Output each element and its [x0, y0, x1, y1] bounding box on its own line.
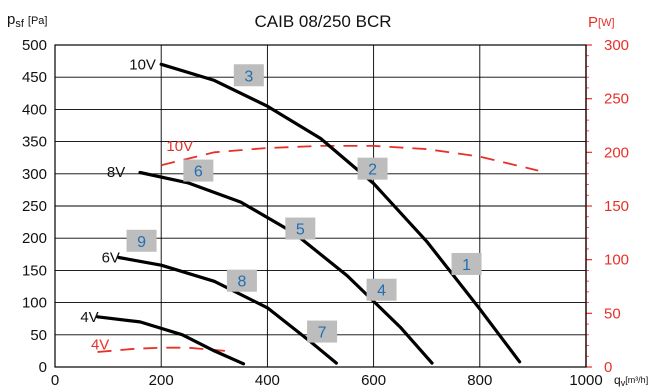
y-tick-label: 500: [22, 37, 47, 54]
marker-box: [307, 320, 338, 343]
marker-box: [233, 64, 264, 87]
power-curve-label: 10V: [166, 138, 193, 155]
marker-label: 1: [462, 257, 471, 274]
marker-label: 2: [368, 162, 377, 179]
y2-tick-label: 250: [604, 91, 629, 108]
power-curve-10V: [160, 145, 539, 172]
marker-box: [285, 217, 316, 240]
power-curves: 10V 4V: [91, 138, 539, 353]
y-tick-label: 300: [22, 166, 47, 183]
marker-box: [226, 269, 257, 292]
marker-label: 6: [194, 164, 203, 181]
pressure-curve-label: 4V: [80, 309, 98, 326]
operating-point-markers: 1 2 3 4 5 6 7 8 9: [126, 64, 482, 343]
x-tick-label: 0: [51, 372, 59, 389]
y-tick-label: 200: [22, 230, 47, 247]
marker-box: [183, 159, 214, 182]
y2-tick-label: 50: [604, 305, 621, 322]
x-tick-label: 200: [149, 372, 174, 389]
y-tick-label: 0: [39, 359, 47, 376]
x-axis-label: qv[m³/h]: [614, 373, 648, 388]
y-tick-label: 450: [22, 69, 47, 86]
pressure-curve-label: 10V: [129, 56, 156, 73]
x-tick-label: 800: [467, 372, 492, 389]
operating-point-marker: 7: [307, 320, 338, 343]
plot-frame: [54, 44, 587, 368]
y2-tick-label: 300: [604, 37, 629, 54]
marker-label: 9: [137, 234, 146, 251]
y-tick-label: 400: [22, 101, 47, 118]
x-tick-label: 1000: [569, 372, 602, 389]
operating-point-marker: 4: [366, 278, 397, 301]
pressure-curve-4V: [95, 315, 246, 366]
y2-tick-label: 150: [604, 198, 629, 215]
y2-tick-label: 100: [604, 252, 629, 269]
pressure-curve-label: 8V: [107, 164, 125, 181]
y-tick-label: 250: [22, 198, 47, 215]
y-axis-label: psf [Pa]: [7, 11, 47, 30]
marker-label: 8: [237, 274, 246, 291]
operating-point-marker: 3: [233, 64, 264, 87]
x-tick-label: 400: [255, 372, 280, 389]
y2-tick-label: 0: [604, 359, 612, 376]
y-tick-label: 50: [30, 327, 47, 344]
y2-axis-label: P[W]: [588, 14, 615, 31]
marker-label: 4: [377, 283, 386, 300]
y-tick-label: 100: [22, 295, 47, 312]
operating-point-marker: 8: [226, 269, 257, 292]
y2-tick-label: 200: [604, 144, 629, 161]
pressure-curve-label: 6V: [102, 250, 120, 267]
power-curve-4V: [97, 346, 225, 353]
marker-label: 5: [296, 222, 305, 239]
y-tick-label: 150: [22, 262, 47, 279]
operating-point-marker: 5: [285, 217, 316, 240]
marker-box: [366, 278, 397, 301]
marker-label: 3: [244, 68, 253, 85]
y-tick-label: 350: [22, 134, 47, 151]
operating-point-marker: 1: [451, 252, 482, 275]
operating-point-marker: 6: [183, 159, 214, 182]
operating-point-marker: 2: [357, 157, 388, 180]
marker-box: [451, 252, 482, 275]
marker-box: [126, 229, 157, 252]
marker-label: 7: [318, 325, 327, 342]
chart-title: CAIB 08/250 BCR: [254, 12, 391, 31]
pressure-curve-10V: [159, 62, 522, 364]
pressure-curve-6V: [117, 255, 338, 365]
operating-point-marker: 9: [126, 229, 157, 252]
power-curve-label: 4V: [91, 336, 109, 353]
x-tick-label: 600: [361, 372, 386, 389]
marker-box: [357, 157, 388, 180]
